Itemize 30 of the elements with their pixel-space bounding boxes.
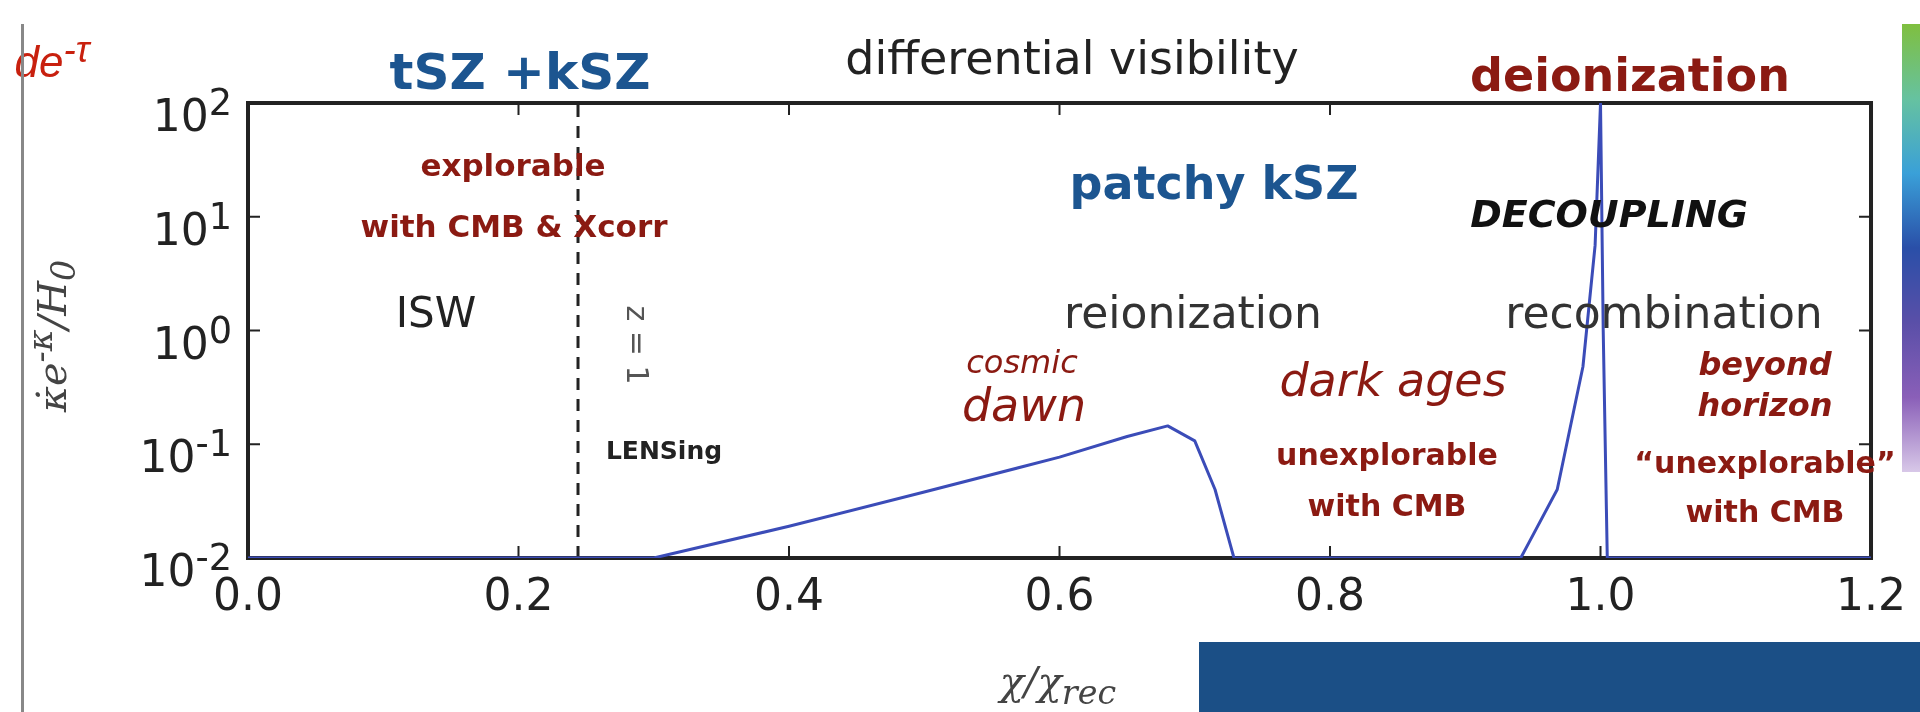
y-tick-label: 10$^{1}$ [152, 193, 232, 256]
chart-title: differential visibility [845, 31, 1299, 85]
x-tick-label: 0.2 [483, 568, 554, 620]
y-tick-label: 10$^{2}$ [152, 80, 232, 142]
annotation: explorable [420, 147, 606, 183]
annotation: patchy kSZ [1069, 156, 1359, 210]
annotation: beyond [1698, 345, 1832, 383]
x-tick-label: 0.4 [754, 568, 824, 620]
x-tick-label: 1.0 [1565, 568, 1636, 620]
x-axis-title: χ/χ$_{rec}$ [999, 658, 1117, 712]
x-tick-label: 0.6 [1024, 568, 1095, 620]
annotation: with CMB [1307, 487, 1467, 523]
annotation: unexplorable [1276, 436, 1498, 472]
annotation: dark ages [1279, 353, 1507, 407]
annotation: with CMB & Xcorr [360, 208, 668, 244]
text: deionization [1470, 48, 1790, 102]
annotation: horizon [1697, 386, 1833, 424]
annotation: dawn [961, 378, 1087, 432]
y-tick-label: 10$^{-1}$ [139, 421, 232, 483]
annotation: reionization [1064, 286, 1322, 338]
annotation: ISW [395, 287, 477, 337]
x-tick-label: 1.2 [1836, 568, 1906, 620]
x-tick-label: 0.8 [1295, 568, 1365, 620]
text: tSZ +kSZ [389, 43, 651, 101]
text: de$^{-τ}$ [14, 28, 90, 88]
annotation: with CMB [1685, 493, 1845, 529]
annotation: z = 1 [619, 305, 655, 385]
y-tick-label: 10$^{0}$ [152, 307, 232, 370]
annotation: cosmic [966, 343, 1078, 381]
annotation: LENSing [605, 435, 723, 465]
